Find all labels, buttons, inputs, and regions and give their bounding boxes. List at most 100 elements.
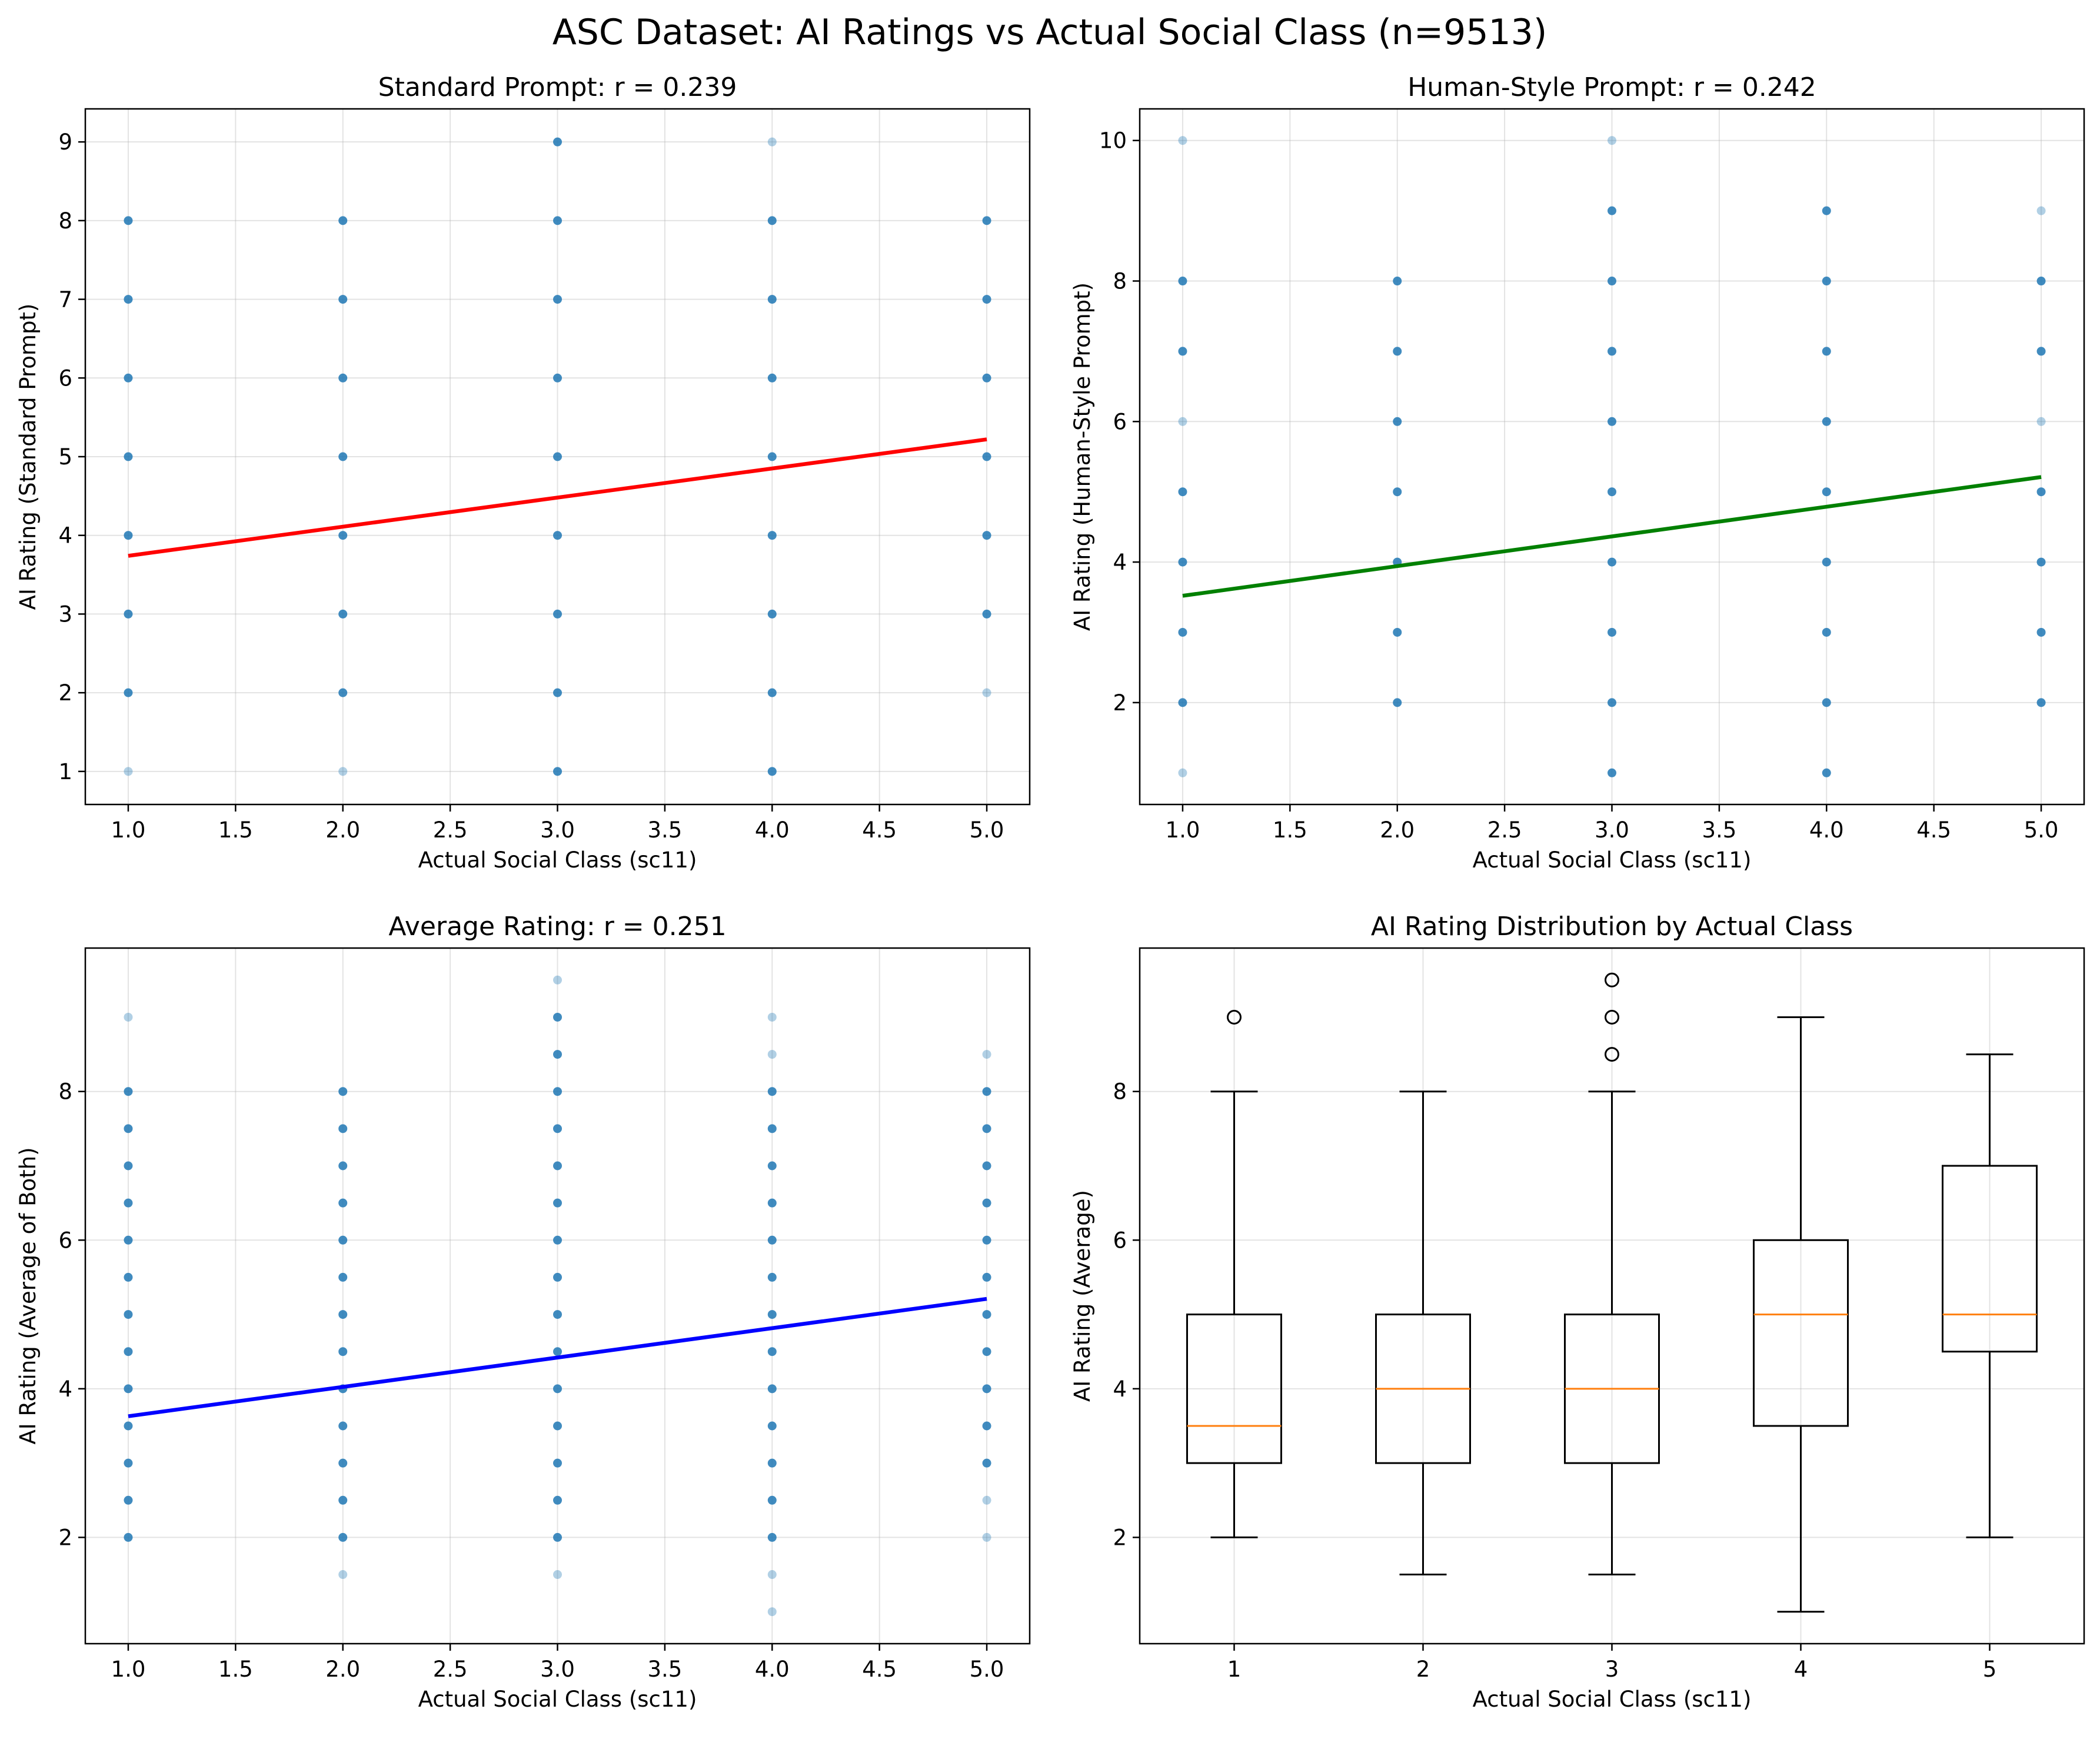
data-point <box>767 452 777 461</box>
data-point <box>553 1198 562 1208</box>
data-point <box>338 1458 348 1468</box>
data-point <box>1822 206 1831 215</box>
x-tick-label: 3.0 <box>1595 817 1629 843</box>
data-point <box>982 295 991 304</box>
data-point <box>124 1532 133 1542</box>
y-tick-label: 6 <box>1113 409 1127 434</box>
iqr-box <box>1942 1165 2038 1353</box>
data-point <box>767 1161 777 1171</box>
outlier-point <box>1605 972 1619 987</box>
data-point <box>338 373 348 383</box>
subplot-3: 1.0 1.5 2.0 2.5 3.0 3.5 4.0 4.5 5.0 2 4 6 8 Average R… <box>15 912 1031 1712</box>
y-tick-label: 6 <box>58 1228 72 1253</box>
data-point <box>553 216 562 225</box>
data-point <box>1178 347 1187 356</box>
data-point <box>553 1310 562 1319</box>
subplot-2: 1.0 1.5 2.0 2.5 3.0 3.5 4.0 4.5 5.0 2 4 6 8 10 Human-S… <box>1070 72 2085 873</box>
x-tick-label: 2 <box>1416 1657 1430 1682</box>
data-point <box>767 1532 777 1542</box>
regression-line <box>1182 475 2042 598</box>
data-point <box>767 1347 777 1356</box>
data-point <box>1608 698 1616 707</box>
box-3 <box>1564 972 1660 1576</box>
box-2 <box>1375 1090 1471 1576</box>
data-point <box>767 767 777 776</box>
data-point <box>1608 347 1616 356</box>
data-point <box>1608 417 1616 426</box>
data-point <box>767 137 777 147</box>
regression-line <box>128 1296 987 1418</box>
data-point <box>767 373 777 383</box>
data-point <box>338 1087 348 1096</box>
y-tick-label: 9 <box>58 129 72 155</box>
data-point <box>124 609 133 619</box>
data-point <box>982 531 991 540</box>
y-tick-label: 6 <box>1113 1228 1127 1253</box>
data-point <box>338 609 348 619</box>
data-point <box>1393 698 1402 707</box>
data-point <box>767 1570 777 1580</box>
figure-title: ASC Dataset: AI Ratings vs Actual Social… <box>553 12 1547 53</box>
data-point <box>338 767 348 776</box>
subplots: 1.0 1.5 2.0 2.5 3.0 3.5 4.0 4.5 5.0 1 2 3 4 5 6 7 8 9 Stan… <box>15 72 2085 1712</box>
data-point <box>124 1012 133 1022</box>
data-point <box>553 609 562 619</box>
data-point <box>767 1607 777 1617</box>
iqr-box <box>1753 1239 1849 1427</box>
data-point <box>553 1272 562 1282</box>
x-axis-label: Actual Social Class (sc11) <box>1473 1687 1752 1712</box>
data-point <box>553 688 562 697</box>
data-point <box>767 216 777 225</box>
data-point <box>124 1235 133 1245</box>
data-point <box>767 295 777 304</box>
data-point <box>1822 417 1831 426</box>
data-point <box>124 1124 133 1133</box>
data-point <box>767 688 777 697</box>
data-point <box>1178 277 1187 286</box>
data-point <box>2036 487 2046 497</box>
y-axis-label: AI Rating (Average) <box>1070 1190 1095 1402</box>
data-point <box>338 688 348 697</box>
x-axis-label: Actual Social Class (sc11) <box>418 847 697 873</box>
x-tick-label: 2.0 <box>1380 817 1415 843</box>
data-point <box>982 688 991 697</box>
data-point <box>1822 347 1831 356</box>
data-point <box>1608 768 1616 777</box>
data-point <box>553 373 562 383</box>
y-tick-label: 2 <box>58 1525 72 1550</box>
data-point <box>1393 417 1402 426</box>
y-axis-label: AI Rating (Human-Style Prompt) <box>1070 282 1095 631</box>
data-point <box>1178 417 1187 426</box>
x-tick-label: 1.0 <box>1166 817 1200 843</box>
data-point <box>2036 627 2046 637</box>
data-point <box>553 452 562 461</box>
data-point <box>124 216 133 225</box>
x-tick-label: 2.5 <box>433 817 468 843</box>
data-point <box>2036 557 2046 567</box>
data-point <box>982 216 991 225</box>
x-tick-label: 5.0 <box>970 817 1004 843</box>
data-point <box>982 1124 991 1133</box>
data-point <box>982 1050 991 1059</box>
data-point <box>767 1458 777 1468</box>
x-tick-label: 2.0 <box>325 817 360 843</box>
x-axis-label: Actual Social Class (sc11) <box>1473 847 1752 873</box>
y-tick-label: 2 <box>58 680 72 706</box>
data-point <box>767 1087 777 1096</box>
data-point <box>124 1198 133 1208</box>
data-point <box>1178 768 1187 777</box>
x-tick-label: 1.0 <box>111 817 146 843</box>
data-point <box>124 1384 133 1394</box>
data-point <box>553 295 562 304</box>
y-tick-label: 2 <box>1113 1525 1127 1550</box>
data-point <box>338 295 348 304</box>
y-tick-label: 3 <box>58 601 72 627</box>
y-tick-label: 5 <box>58 444 72 470</box>
y-axis-label: AI Rating (Standard Prompt) <box>15 304 41 610</box>
data-point <box>338 1570 348 1580</box>
box-5 <box>1942 1053 2038 1538</box>
data-point <box>1822 557 1831 567</box>
data-point <box>1178 487 1187 497</box>
data-point <box>1393 487 1402 497</box>
y-tick-label: 4 <box>1113 550 1127 575</box>
